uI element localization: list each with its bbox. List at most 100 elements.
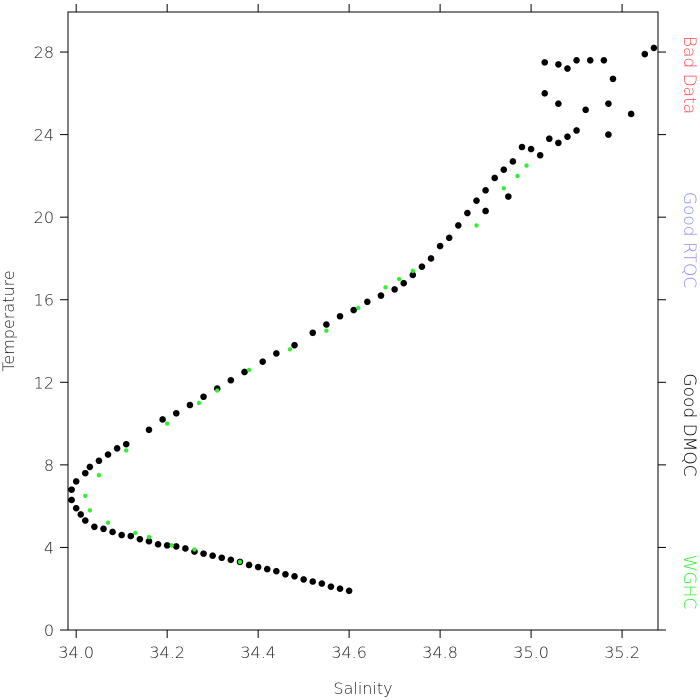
- x-tick-label: 35.2: [604, 643, 640, 662]
- data-point: [172, 409, 180, 417]
- data-point: [377, 292, 385, 299]
- data-point: [641, 50, 649, 58]
- data-point: [627, 110, 635, 118]
- data-point: [72, 478, 80, 485]
- data-point: [309, 329, 317, 337]
- data-point: [118, 531, 125, 539]
- data-point: [263, 565, 271, 573]
- y-tick-label: 0: [44, 621, 54, 640]
- x-tick-label: 34.4: [240, 643, 276, 662]
- data-point: [555, 139, 562, 147]
- data-point: [273, 350, 280, 357]
- data-point: [68, 496, 75, 504]
- y-tick-label: 28: [34, 43, 54, 62]
- data-point: [356, 305, 361, 311]
- data-point: [323, 321, 330, 328]
- data-point: [509, 158, 517, 165]
- data-point: [605, 131, 612, 138]
- data-point: [555, 100, 562, 107]
- data-point: [133, 530, 138, 536]
- data-point: [154, 541, 162, 548]
- data-point: [318, 580, 326, 587]
- data-point: [86, 463, 94, 471]
- data-point: [383, 285, 388, 290]
- data-point: [81, 517, 89, 524]
- data-point: [72, 504, 80, 512]
- data-point: [427, 255, 435, 262]
- y-tick-label: 20: [34, 208, 54, 227]
- data-point: [109, 528, 116, 536]
- data-point: [609, 75, 617, 83]
- data-point: [218, 554, 226, 562]
- data-point: [524, 163, 529, 168]
- data-point: [145, 426, 153, 434]
- data-point: [237, 559, 243, 565]
- data-point: [186, 401, 194, 409]
- data-point: [464, 209, 471, 217]
- y-tick-label: 24: [34, 126, 54, 145]
- data-point: [336, 312, 344, 320]
- data-point: [146, 534, 152, 540]
- data-point: [136, 535, 144, 543]
- data-point: [436, 242, 444, 250]
- data-point: [501, 186, 506, 191]
- data-point: [87, 508, 93, 513]
- data-point: [324, 328, 329, 333]
- data-point: [515, 173, 520, 179]
- legend-entry: Bad Data: [679, 36, 699, 114]
- data-point: [241, 368, 248, 376]
- data-point: [564, 65, 571, 72]
- plot-frame: [67, 11, 659, 631]
- data-point: [327, 583, 335, 590]
- data-point: [196, 400, 202, 406]
- data-point: [527, 145, 535, 153]
- data-point: [273, 567, 280, 575]
- data-point: [573, 57, 580, 64]
- data-point: [564, 133, 571, 140]
- data-point: [541, 59, 549, 66]
- data-point: [445, 234, 453, 242]
- y-tick-label: 8: [44, 456, 54, 475]
- legend-entry: WGHC: [679, 555, 699, 610]
- data-point: [345, 587, 353, 595]
- data-point: [83, 493, 88, 499]
- data-point: [227, 556, 235, 564]
- data-point: [127, 532, 135, 540]
- x-tick-label: 34.6: [331, 643, 367, 662]
- data-point: [95, 457, 103, 465]
- data-point: [309, 578, 317, 585]
- data-point: [573, 127, 580, 134]
- data-point: [473, 197, 480, 204]
- data-point: [124, 448, 129, 453]
- data-point: [282, 570, 289, 578]
- data-point: [81, 469, 89, 477]
- data-point: [291, 573, 298, 580]
- data-point: [410, 268, 416, 274]
- data-point: [200, 550, 207, 557]
- x-axis-label: Salinity: [333, 679, 392, 698]
- data-point: [182, 545, 189, 552]
- data-point: [245, 561, 253, 569]
- data-point: [159, 416, 166, 423]
- data-point: [259, 358, 266, 365]
- data-point: [172, 543, 180, 550]
- data-point: [300, 576, 307, 583]
- data-point: [104, 451, 112, 458]
- data-point: [163, 542, 171, 549]
- data-point: [164, 421, 170, 426]
- y-axis-label: Temperature: [0, 270, 18, 371]
- data-point: [582, 106, 589, 114]
- data-point: [505, 193, 512, 200]
- data-point: [227, 376, 235, 384]
- x-tick-label: 34.0: [58, 643, 94, 662]
- data-point: [200, 393, 207, 401]
- data-point: [482, 207, 489, 215]
- data-point: [336, 585, 344, 593]
- data-point: [77, 511, 85, 518]
- data-point: [541, 90, 549, 97]
- data-point: [474, 223, 479, 228]
- data-point: [254, 563, 262, 571]
- data-point: [169, 543, 174, 548]
- data-point: [192, 547, 197, 552]
